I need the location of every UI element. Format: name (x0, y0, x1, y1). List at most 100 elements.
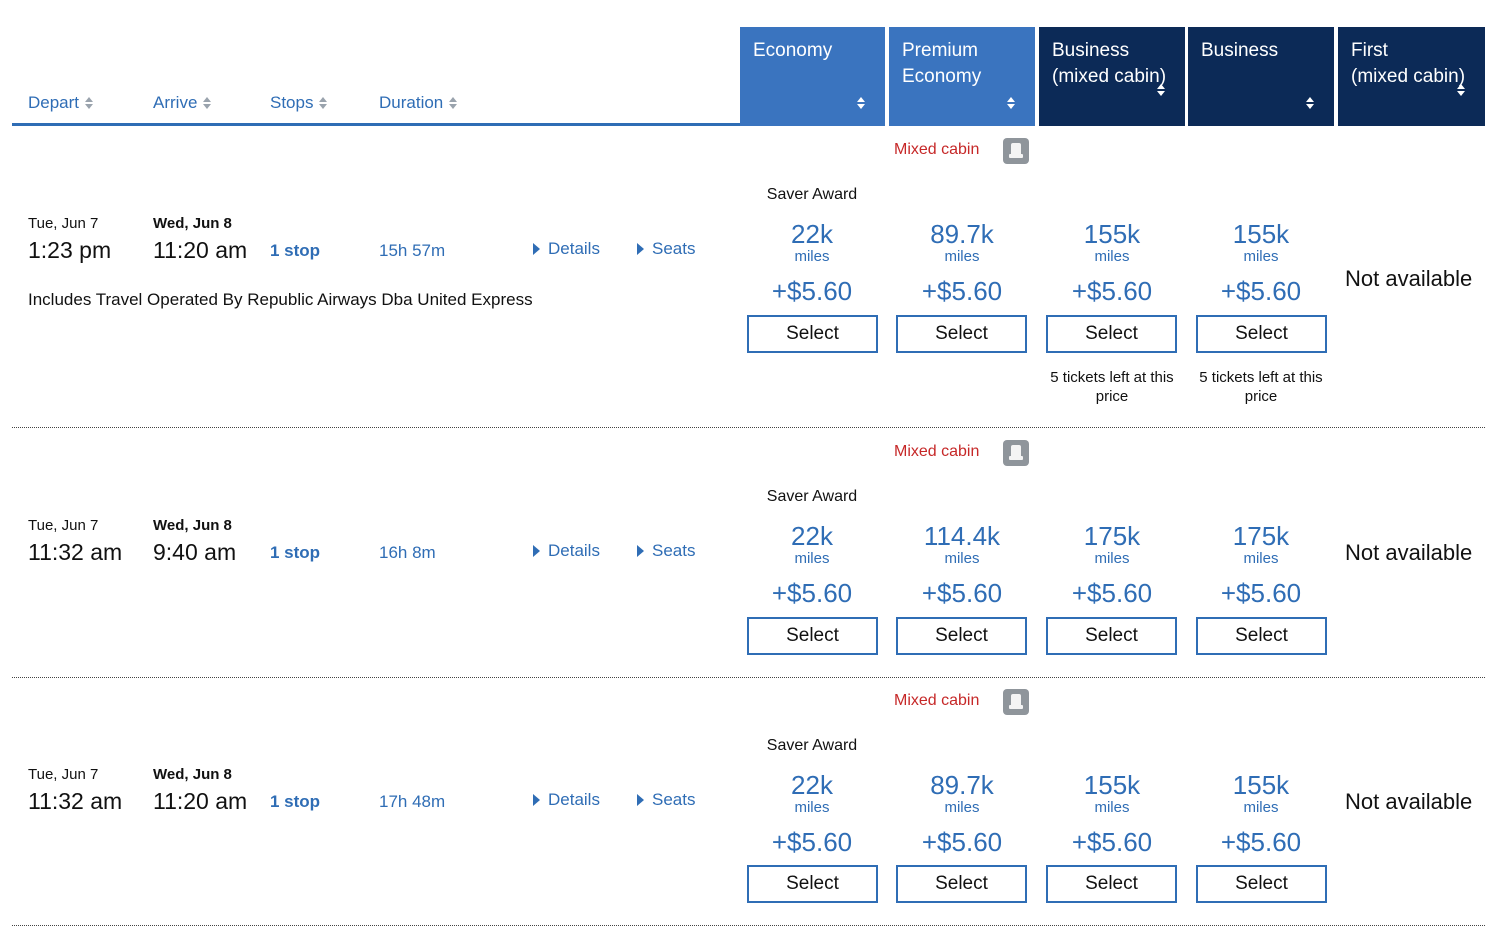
row-divider (12, 427, 1485, 428)
arrive-date: Wed, Jun 8 (153, 517, 232, 534)
sort-arrows-icon (857, 97, 865, 109)
price-unit: miles (1243, 550, 1279, 567)
select-business-button[interactable]: Select (1196, 315, 1327, 353)
cabin-header-label: Business (mixed cabin) (1052, 40, 1167, 87)
stops-link[interactable]: 1 stop (270, 792, 321, 811)
cabin-header-economy[interactable]: Economy (740, 27, 885, 126)
details-link[interactable]: Details (533, 239, 600, 259)
row-divider (12, 925, 1485, 926)
price-business: 175k miles +$5.60 (1186, 521, 1336, 608)
duration: 15h 57m (379, 241, 446, 260)
select-economy-button[interactable]: Select (747, 865, 878, 903)
price-premium-economy: 89.7k miles +$5.60 (887, 770, 1037, 857)
depart-time: 11:32 am (28, 788, 123, 814)
stops-link[interactable]: 1 stop (270, 543, 321, 562)
select-premium-economy-button[interactable]: Select (896, 617, 1027, 655)
sort-arrive-label: Arrive (153, 93, 198, 112)
mixed-cabin-label: Mixed cabin (894, 692, 980, 709)
arrive-time: 9:40 am (153, 539, 237, 565)
price-fee: +$5.60 (771, 276, 853, 306)
sort-depart-label: Depart (28, 93, 80, 112)
price-business: 155k miles +$5.60 (1186, 770, 1336, 857)
stops-link[interactable]: 1 stop (270, 241, 321, 260)
sort-arrive[interactable]: Arrive (153, 93, 212, 113)
cabin-header-label: First (mixed cabin) (1351, 40, 1466, 87)
caret-right-icon (637, 794, 644, 806)
seats-link[interactable]: Seats (637, 790, 695, 810)
arrive-date: Wed, Jun 8 (153, 766, 232, 783)
price-fee: +$5.60 (771, 827, 853, 857)
saver-award-label: Saver Award (766, 488, 858, 505)
seats-label: Seats (652, 239, 696, 258)
cabin-header-premium-economy[interactable]: Premium Economy (889, 27, 1035, 126)
cabin-header-label: Business (1201, 40, 1279, 61)
sort-arrows-icon (1157, 84, 1165, 96)
price-unit: miles (1094, 550, 1130, 567)
mixed-cabin-label: Mixed cabin (894, 443, 980, 460)
select-business-button[interactable]: Select (1196, 617, 1327, 655)
select-economy-button[interactable]: Select (747, 315, 878, 353)
depart-date: Tue, Jun 7 (28, 215, 99, 232)
sort-stops-label: Stops (270, 93, 314, 112)
header-rule (12, 123, 740, 126)
saver-award-label: Saver Award (766, 737, 858, 754)
price-fee: +$5.60 (921, 276, 1003, 306)
seats-label: Seats (652, 790, 696, 809)
sort-arrows-icon (1306, 97, 1314, 109)
price-fee: +$5.60 (1071, 578, 1153, 608)
sort-depart[interactable]: Depart (28, 93, 94, 113)
depart-time: 1:23 pm (28, 237, 112, 263)
duration: 17h 48m (379, 792, 446, 811)
seats-link[interactable]: Seats (637, 239, 695, 259)
depart-date: Tue, Jun 7 (28, 517, 99, 534)
price-unit: miles (1094, 248, 1130, 265)
cabin-header-business-mixed[interactable]: Business (mixed cabin) (1039, 27, 1185, 126)
price-miles: 89.7k (930, 770, 994, 800)
seats-link[interactable]: Seats (637, 541, 695, 561)
price-miles: 155k (1232, 770, 1290, 800)
select-business-mixed-button[interactable]: Select (1046, 865, 1177, 903)
price-miles: 22k (791, 521, 833, 551)
sort-arrows-icon (1007, 97, 1015, 109)
price-miles: 155k (1083, 770, 1141, 800)
first-not-available: Not available (1345, 789, 1473, 814)
price-fee: +$5.60 (921, 578, 1003, 608)
cabin-header-label: Economy (753, 40, 833, 61)
seat-icon (1003, 689, 1029, 715)
details-label: Details (548, 239, 600, 258)
price-fee: +$5.60 (1071, 276, 1153, 306)
select-economy-button[interactable]: Select (747, 617, 878, 655)
first-not-available: Not available (1345, 540, 1473, 565)
sort-stops[interactable]: Stops (270, 93, 328, 113)
price-unit: miles (944, 799, 980, 816)
tickets-left-note: 5 tickets left at this price (1050, 369, 1174, 405)
select-premium-economy-button[interactable]: Select (896, 315, 1027, 353)
details-link[interactable]: Details (533, 790, 600, 810)
price-unit: miles (1243, 799, 1279, 816)
sort-duration[interactable]: Duration (379, 93, 458, 113)
price-miles: 175k (1232, 521, 1290, 551)
price-premium-economy: 114.4k miles +$5.60 (887, 521, 1037, 608)
price-unit: miles (794, 799, 830, 816)
details-link[interactable]: Details (533, 541, 600, 561)
cabin-header-first-mixed[interactable]: First (mixed cabin) (1338, 27, 1485, 126)
select-premium-economy-button[interactable]: Select (896, 865, 1027, 903)
select-business-button[interactable]: Select (1196, 865, 1327, 903)
price-fee: +$5.60 (1071, 827, 1153, 857)
select-business-mixed-button[interactable]: Select (1046, 617, 1177, 655)
price-unit: miles (1094, 799, 1130, 816)
arrive-time: 11:20 am (153, 788, 248, 814)
seat-icon (1003, 440, 1029, 466)
select-business-mixed-button[interactable]: Select (1046, 315, 1177, 353)
price-miles: 89.7k (930, 219, 994, 249)
arrive-time: 11:20 am (153, 237, 248, 263)
price-miles: 22k (791, 770, 833, 800)
mixed-cabin-label: Mixed cabin (894, 141, 980, 158)
caret-right-icon (637, 545, 644, 557)
price-miles: 175k (1083, 521, 1141, 551)
price-premium-economy: 89.7k miles +$5.60 (887, 219, 1037, 306)
operated-by-note: Includes Travel Operated By Republic Air… (28, 290, 533, 309)
cabin-header-business[interactable]: Business (1188, 27, 1334, 126)
first-not-available: Not available (1345, 266, 1473, 291)
price-fee: +$5.60 (771, 578, 853, 608)
